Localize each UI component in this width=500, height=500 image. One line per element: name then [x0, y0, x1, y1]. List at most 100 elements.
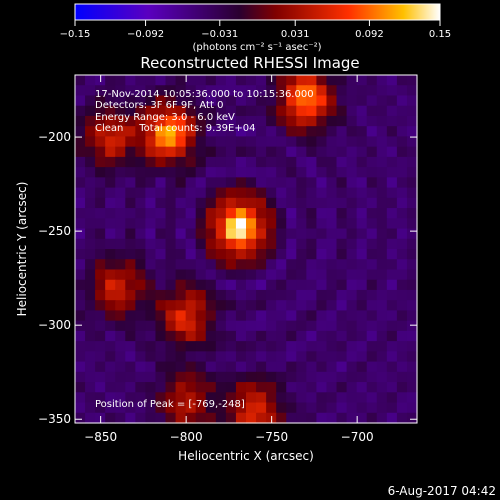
heatmap-cell: [316, 320, 328, 332]
heatmap-cell: [256, 351, 267, 363]
heatmap-cell: [306, 259, 318, 271]
heatmap-cell: [376, 197, 388, 209]
heatmap-cell: [386, 218, 398, 230]
heatmap-cell: [406, 402, 418, 414]
heatmap-cell: [306, 85, 318, 97]
heatmap-cell: [145, 146, 157, 158]
heatmap-cell: [356, 300, 368, 312]
heatmap-cell: [376, 289, 388, 301]
heatmap-cell: [286, 167, 297, 178]
heatmap-cell: [175, 156, 187, 168]
heatmap-cell: [366, 156, 378, 168]
heatmap-cell: [246, 300, 257, 312]
heatmap-cell: [75, 330, 86, 342]
y-tick-label: −200: [38, 130, 71, 144]
heatmap-cell: [256, 361, 267, 373]
heatmap-cell: [215, 402, 227, 414]
heatmap-cell: [386, 269, 398, 281]
heatmap-cell: [406, 228, 418, 240]
heatmap-cell: [266, 197, 277, 209]
heatmap-cell: [85, 187, 96, 199]
heatmap-cell: [145, 115, 157, 127]
heatmap-cell: [256, 115, 267, 127]
heatmap-cell: [366, 197, 378, 209]
heatmap-cell: [75, 167, 86, 178]
heatmap-cell: [145, 197, 157, 209]
heatmap-cell: [115, 187, 126, 199]
heatmap-cell: [296, 177, 307, 189]
heatmap-cell: [185, 156, 197, 168]
heatmap-cell: [135, 238, 147, 250]
heatmap-cell: [215, 330, 227, 342]
heatmap-cell: [356, 197, 368, 209]
heatmap-cell: [276, 177, 287, 189]
heatmap-cell: [336, 310, 348, 322]
heatmap-cell: [155, 208, 167, 219]
heatmap-cell: [155, 75, 167, 86]
heatmap-cell: [326, 187, 338, 199]
heatmap-cell: [165, 238, 177, 250]
heatmap-cell: [145, 249, 157, 260]
heatmap-cell: [85, 392, 96, 404]
heatmap-cell: [366, 146, 378, 158]
heatmap-cell: [175, 371, 187, 383]
heatmap-cell: [276, 351, 287, 363]
heatmap-cell: [356, 85, 368, 97]
heatmap-cell: [115, 228, 126, 240]
heatmap-cell: [376, 177, 388, 189]
heatmap-cell: [406, 351, 418, 363]
heatmap-cell: [386, 259, 398, 271]
heatmap-cell: [346, 177, 358, 189]
heatmap-cell: [105, 412, 116, 424]
heatmap-cell: [276, 392, 287, 404]
heatmap-cell: [125, 341, 136, 352]
heatmap-cell: [316, 269, 328, 281]
heatmap-cell: [266, 187, 277, 199]
heatmap-cell: [386, 136, 398, 148]
heatmap-cell: [276, 187, 287, 199]
heatmap-cell: [75, 371, 86, 383]
heatmap-cell: [185, 126, 197, 138]
heatmap-cell: [366, 228, 378, 240]
heatmap-cell: [406, 187, 418, 199]
heatmap-cell: [235, 218, 247, 230]
heatmap-cell: [266, 392, 277, 404]
heatmap-cell: [75, 105, 86, 117]
heatmap-cell: [85, 228, 96, 240]
heatmap-cell: [115, 259, 126, 271]
heatmap-cell: [235, 279, 247, 291]
heatmap-cell: [115, 300, 126, 312]
heatmap-cell: [175, 382, 187, 393]
heatmap-cell: [155, 382, 167, 393]
heatmap-cell: [125, 249, 136, 260]
heatmap-cell: [225, 208, 237, 219]
heatmap-cell: [326, 351, 338, 363]
heatmap-cell: [256, 371, 267, 383]
heatmap-cell: [356, 208, 368, 219]
heatmap-cell: [105, 126, 116, 138]
heatmap-cell: [256, 341, 267, 352]
heatmap-cell: [336, 85, 348, 97]
heatmap-cell: [225, 320, 237, 332]
heatmap-cell: [195, 167, 207, 178]
heatmap-cell: [306, 351, 318, 363]
heatmap-cell: [406, 371, 418, 383]
heatmap-cell: [256, 146, 267, 158]
heatmap-cell: [185, 75, 197, 86]
heatmap-cell: [246, 228, 257, 240]
heatmap-cell: [95, 341, 106, 352]
heatmap-cell: [155, 126, 167, 138]
heatmap-cell: [155, 269, 167, 281]
heatmap-cell: [256, 289, 267, 301]
heatmap-cell: [376, 330, 388, 342]
heatmap-cell: [85, 136, 96, 148]
heatmap-cell: [135, 75, 147, 86]
heatmap-cell: [376, 402, 388, 414]
heatmap-cell: [356, 320, 368, 332]
heatmap-cell: [235, 402, 247, 414]
heatmap-cell: [235, 249, 247, 260]
heatmap-cell: [195, 392, 207, 404]
heatmap-cell: [115, 412, 126, 424]
heatmap-cell: [105, 167, 116, 178]
heatmap-cell: [316, 361, 328, 373]
